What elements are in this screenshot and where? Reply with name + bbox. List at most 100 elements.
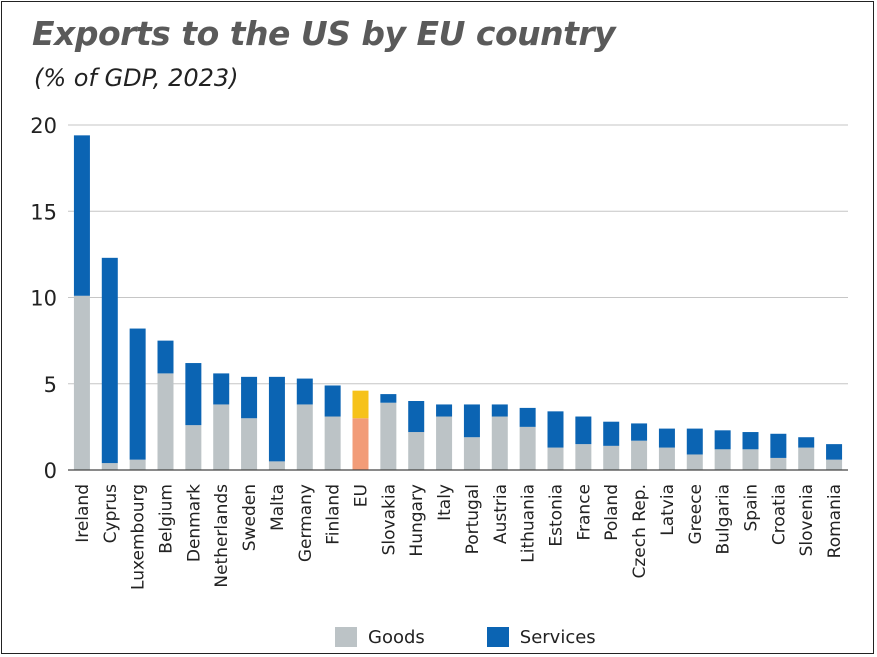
- bar-services: [519, 407, 536, 427]
- bar-services: [603, 421, 620, 446]
- legend-item-services: Services: [486, 626, 596, 648]
- bars: [73, 135, 843, 470]
- bar-services: [324, 385, 341, 417]
- legend-label-goods: Goods: [368, 626, 425, 648]
- bar-goods: [826, 459, 843, 470]
- bar-goods: [213, 404, 230, 470]
- bar-services: [185, 363, 202, 426]
- legend: Goods Services: [335, 625, 658, 649]
- bar-goods: [73, 295, 90, 470]
- bar-goods: [798, 447, 815, 470]
- legend-swatch-services: [486, 627, 509, 647]
- x-tick-label: Cyprus: [101, 484, 121, 543]
- x-tick-label: Netherlands: [212, 484, 232, 588]
- chart-title: Exports to the US by EU country: [32, 14, 616, 53]
- bar-goods: [547, 447, 564, 470]
- bar-services: [73, 135, 90, 296]
- x-tick-label: Spain: [742, 484, 762, 532]
- bar-services: [436, 404, 453, 417]
- bar-services: [770, 433, 787, 458]
- x-tick-label: EU: [352, 484, 372, 507]
- bar-goods: [686, 454, 703, 470]
- bar-goods: [463, 437, 480, 470]
- x-tick-label: Poland: [602, 484, 622, 541]
- bar-goods: [436, 416, 453, 470]
- x-tick-label: Luxembourg: [129, 484, 149, 590]
- x-tick-label: Romania: [825, 484, 845, 558]
- bar-services: [491, 404, 508, 417]
- x-tick-label: Denmark: [184, 484, 204, 562]
- x-tick-label: Greece: [686, 484, 706, 545]
- bar-services: [241, 376, 258, 419]
- bar-goods: [324, 416, 341, 470]
- x-tick-label: Czech Rep.: [630, 484, 650, 578]
- bar-goods: [770, 457, 787, 470]
- y-tick-label: 15: [30, 200, 57, 224]
- bar-goods: [742, 449, 759, 470]
- bar-goods: [185, 425, 202, 470]
- bar-goods: [714, 449, 731, 470]
- bar-services: [575, 416, 592, 445]
- x-tick-label: Portugal: [463, 484, 483, 554]
- bar-goods: [296, 404, 313, 470]
- x-tick-label: Slovenia: [797, 484, 817, 556]
- bar-services: [742, 432, 759, 450]
- y-tick-label: 10: [30, 287, 57, 311]
- bar-goods: [101, 463, 118, 470]
- bar-goods: [352, 418, 369, 470]
- bar-goods: [380, 402, 397, 470]
- x-tick-label: Germany: [296, 484, 316, 562]
- bar-goods: [603, 445, 620, 470]
- bar-goods: [658, 447, 675, 470]
- bar-services: [826, 444, 843, 460]
- x-tick-label: Croatia: [769, 484, 789, 545]
- bar-services: [798, 437, 815, 448]
- x-tick-label: Malta: [268, 484, 288, 531]
- x-tick-label: Finland: [324, 484, 344, 545]
- bar-services: [686, 428, 703, 455]
- x-tick-label: Belgium: [157, 484, 177, 554]
- legend-label-services: Services: [519, 626, 596, 648]
- x-tick-label: Ireland: [73, 484, 93, 543]
- bar-goods: [575, 444, 592, 470]
- legend-item-goods: Goods: [335, 627, 425, 648]
- bar-goods: [519, 426, 536, 470]
- bar-goods: [631, 440, 648, 470]
- bar-goods: [157, 373, 174, 470]
- y-tick-label: 5: [44, 373, 57, 397]
- x-tick-label: Estonia: [547, 484, 567, 547]
- bar-services: [157, 340, 174, 374]
- bar-services: [714, 430, 731, 450]
- bar-goods: [408, 432, 425, 470]
- x-tick-label: Slovakia: [379, 484, 399, 555]
- x-tick-label: Austria: [491, 484, 511, 544]
- bar-services: [463, 404, 480, 438]
- x-tick-label: Bulgaria: [714, 484, 734, 555]
- bar-services: [268, 376, 285, 462]
- x-axis-labels: Ireland Cyprus Luxembourg Belgium Denmark Net…: [73, 484, 845, 590]
- bar-services: [129, 328, 146, 460]
- bar-goods: [241, 418, 258, 470]
- bar-services: [408, 401, 425, 433]
- bar-services: [631, 423, 648, 441]
- bar-goods: [129, 459, 146, 470]
- chart-subtitle: (% of GDP, 2023): [34, 64, 239, 92]
- bar-goods: [268, 461, 285, 470]
- x-tick-label: Sweden: [240, 484, 260, 551]
- x-tick-label: Hungary: [407, 484, 427, 557]
- bar-services: [658, 428, 675, 448]
- x-tick-label: France: [574, 484, 594, 541]
- y-tick-label: 0: [44, 459, 57, 483]
- bar-services: [547, 411, 564, 448]
- y-axis-ticks: 0 5 10 15 20: [30, 114, 57, 483]
- bar-services: [296, 378, 313, 405]
- bar-goods: [491, 416, 508, 470]
- y-tick-label: 20: [30, 114, 57, 138]
- x-tick-label: Latvia: [658, 484, 678, 536]
- legend-swatch-goods: [335, 627, 357, 647]
- bar-services: [380, 394, 397, 403]
- bar-services: [352, 390, 369, 419]
- bar-services: [101, 257, 118, 464]
